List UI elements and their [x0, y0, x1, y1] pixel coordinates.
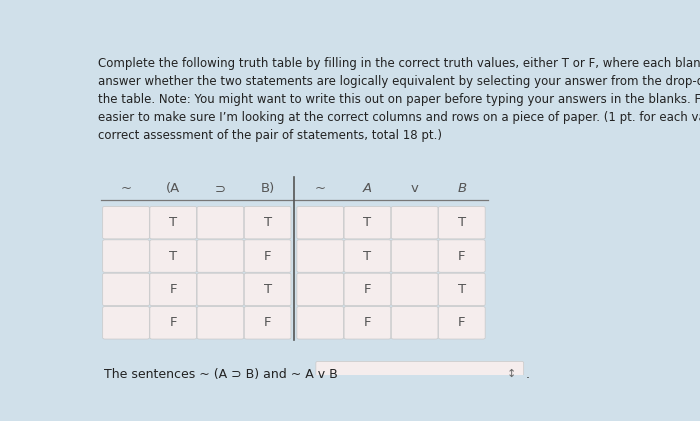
FancyBboxPatch shape [438, 273, 485, 306]
FancyBboxPatch shape [103, 306, 149, 339]
Text: Complete the following truth table by filling in the correct truth values, eithe: Complete the following truth table by fi… [98, 57, 700, 142]
Text: B): B) [260, 182, 274, 195]
FancyBboxPatch shape [391, 306, 438, 339]
Text: T: T [169, 250, 177, 263]
FancyBboxPatch shape [297, 240, 344, 272]
FancyBboxPatch shape [150, 273, 197, 306]
FancyBboxPatch shape [391, 206, 438, 239]
Text: F: F [264, 316, 272, 329]
Text: ↕: ↕ [507, 369, 517, 379]
FancyBboxPatch shape [391, 273, 438, 306]
Text: F: F [264, 250, 272, 263]
FancyBboxPatch shape [297, 273, 344, 306]
Text: (A: (A [166, 182, 181, 195]
Text: T: T [363, 216, 372, 229]
Text: ~: ~ [120, 182, 132, 195]
FancyBboxPatch shape [197, 273, 244, 306]
Text: T: T [169, 216, 177, 229]
FancyBboxPatch shape [297, 206, 344, 239]
FancyBboxPatch shape [150, 240, 197, 272]
Text: F: F [458, 316, 466, 329]
FancyBboxPatch shape [316, 361, 524, 387]
Text: T: T [363, 250, 372, 263]
Text: The sentences ~ (A ⊃ B) and ~ A v B: The sentences ~ (A ⊃ B) and ~ A v B [104, 368, 337, 381]
Text: A: A [363, 182, 372, 195]
Text: v: v [411, 182, 419, 195]
FancyBboxPatch shape [103, 273, 149, 306]
FancyBboxPatch shape [150, 306, 197, 339]
Text: ~: ~ [315, 182, 326, 195]
FancyBboxPatch shape [197, 240, 244, 272]
FancyBboxPatch shape [344, 273, 391, 306]
Text: ⊃: ⊃ [215, 182, 226, 195]
Text: B: B [457, 182, 466, 195]
FancyBboxPatch shape [244, 206, 291, 239]
Text: F: F [169, 316, 177, 329]
FancyBboxPatch shape [150, 206, 197, 239]
FancyBboxPatch shape [344, 206, 391, 239]
FancyBboxPatch shape [244, 306, 291, 339]
FancyBboxPatch shape [244, 273, 291, 306]
Text: F: F [169, 283, 177, 296]
Text: T: T [458, 283, 466, 296]
FancyBboxPatch shape [103, 206, 149, 239]
FancyBboxPatch shape [438, 206, 485, 239]
FancyBboxPatch shape [438, 240, 485, 272]
Text: T: T [263, 216, 272, 229]
Text: F: F [364, 316, 371, 329]
Text: T: T [458, 216, 466, 229]
FancyBboxPatch shape [344, 306, 391, 339]
FancyBboxPatch shape [103, 240, 149, 272]
Text: F: F [364, 283, 371, 296]
FancyBboxPatch shape [197, 306, 244, 339]
FancyBboxPatch shape [297, 306, 344, 339]
FancyBboxPatch shape [244, 240, 291, 272]
Text: F: F [458, 250, 466, 263]
FancyBboxPatch shape [391, 240, 438, 272]
FancyBboxPatch shape [197, 206, 244, 239]
FancyBboxPatch shape [438, 306, 485, 339]
Text: .: . [526, 368, 530, 381]
Text: T: T [263, 283, 272, 296]
FancyBboxPatch shape [344, 240, 391, 272]
